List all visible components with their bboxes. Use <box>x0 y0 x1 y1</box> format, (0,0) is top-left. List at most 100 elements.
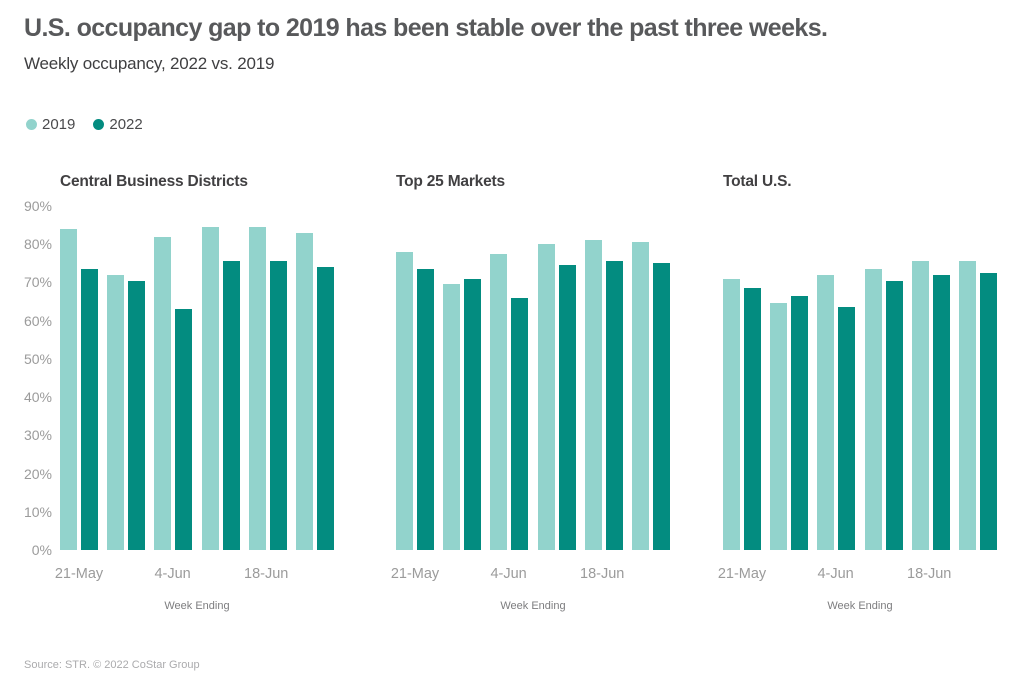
bar-2019 <box>396 251 413 550</box>
bar-2022 <box>791 295 809 550</box>
bar-2022 <box>838 307 856 550</box>
x-axis-title: Week Ending <box>500 600 566 612</box>
bar-group <box>443 206 482 550</box>
bar-2022 <box>558 265 576 550</box>
chart-panel-central-business-districts: Central Business Districts 90% 80% 70% 60% 5… <box>24 170 334 650</box>
bar-group <box>537 206 576 550</box>
legend-label-2019: 2019 <box>42 116 76 133</box>
panel-title: Total U.S. <box>723 173 792 190</box>
plot-area <box>723 206 997 550</box>
y-tick-label: 40% <box>23 389 52 406</box>
x-axis-title: Week Ending <box>164 600 230 612</box>
legend-swatch-2022-icon <box>93 119 105 130</box>
bar-2022 <box>652 263 670 550</box>
y-tick-label: 80% <box>23 236 52 253</box>
bar-2022 <box>175 309 193 550</box>
bar-group <box>248 206 287 550</box>
bar-group <box>107 206 146 550</box>
bar-2019 <box>911 261 929 550</box>
y-axis: 90% 80% 70% 60% 50% 40% 30% 20% 10% 0% <box>10 198 52 558</box>
x-tick-label: 18-Jun <box>244 566 289 582</box>
x-tick-label: 18-Jun <box>907 566 952 582</box>
bar-2022 <box>316 267 334 550</box>
x-tick-label: 18-Jun <box>580 566 625 582</box>
panel-title: Central Business Districts <box>60 173 248 190</box>
bar-2019 <box>201 227 219 550</box>
x-tick-label: 21-May <box>54 566 104 582</box>
bar-2019 <box>248 227 266 550</box>
bar-2022 <box>885 280 903 550</box>
y-tick-label: 50% <box>23 350 52 367</box>
x-tick-label: 21-May <box>717 566 767 582</box>
bar-2022 <box>511 297 529 550</box>
bar-2019 <box>60 228 77 550</box>
bar-group <box>490 206 529 550</box>
x-tick-label: 4-Jun <box>817 566 854 582</box>
bar-2022 <box>464 278 482 550</box>
bar-group <box>60 206 98 550</box>
legend-swatch-2019-icon <box>26 119 37 130</box>
x-tick-label: 4-Jun <box>154 566 191 582</box>
bar-group <box>584 206 623 550</box>
bar-2019 <box>817 274 835 550</box>
bar-2019 <box>490 253 508 550</box>
bar-2019 <box>864 269 882 550</box>
x-tick-label: 4-Jun <box>490 566 527 582</box>
bar-2019 <box>107 274 125 550</box>
plot-area <box>396 206 670 550</box>
bar-2019 <box>631 242 649 550</box>
y-tick-label: 10% <box>23 503 52 520</box>
bar-group <box>958 206 997 550</box>
y-tick-label: 0% <box>31 542 52 558</box>
bar-2019 <box>770 303 788 550</box>
y-tick-label: 90% <box>23 198 52 214</box>
bar-2022 <box>932 274 950 550</box>
bar-2019 <box>295 232 313 550</box>
legend-item-2019: 2019 <box>26 116 75 133</box>
legend-label-2022: 2022 <box>109 116 143 133</box>
chart-panel-total-us: Total U.S. 21-May 4-Jun 18-Jun Week Ending <box>718 170 997 650</box>
x-axis: 21-May 4-Jun 18-Jun <box>718 566 997 586</box>
bar-2022 <box>744 288 761 550</box>
legend-item-2022: 2022 <box>93 116 143 133</box>
bar-group <box>817 206 856 550</box>
x-tick-label: 21-May <box>390 566 440 582</box>
bar-2022 <box>222 261 240 550</box>
bar-2022 <box>269 261 287 550</box>
y-tick-label: 70% <box>23 274 52 291</box>
y-tick-label: 20% <box>23 465 52 482</box>
x-axis-title: Week Ending <box>827 600 893 612</box>
bar-group <box>201 206 240 550</box>
bar-2022 <box>81 269 98 550</box>
x-axis: 21-May 4-Jun 18-Jun <box>55 566 334 586</box>
bar-group <box>631 206 670 550</box>
bar-group <box>770 206 809 550</box>
bar-2019 <box>723 278 740 550</box>
bar-group <box>396 206 434 550</box>
panel-title: Top 25 Markets <box>396 173 505 190</box>
bar-2022 <box>128 280 146 550</box>
y-tick-label: 30% <box>23 427 52 444</box>
page-title: U.S. occupancy gap to 2019 has been stab… <box>24 14 828 42</box>
bar-group <box>154 206 193 550</box>
bar-group <box>295 206 334 550</box>
bar-2019 <box>584 240 602 550</box>
bar-group <box>723 206 761 550</box>
x-axis: 21-May 4-Jun 18-Jun <box>391 566 670 586</box>
bar-2022 <box>979 272 997 550</box>
chart-panel-top-25-markets: Top 25 Markets 21-May 4-Jun 18-Jun Week En… <box>391 170 670 650</box>
bar-2019 <box>958 261 976 550</box>
bar-2019 <box>537 244 555 550</box>
plot-area <box>60 206 334 550</box>
bar-group <box>864 206 903 550</box>
bar-group <box>911 206 950 550</box>
y-tick-label: 60% <box>23 312 52 329</box>
source-note: Source: STR. © 2022 CoStar Group <box>24 659 200 671</box>
bar-2019 <box>443 284 461 550</box>
bar-2019 <box>154 236 172 550</box>
bar-2022 <box>605 261 623 550</box>
legend: 2019 2022 <box>26 116 143 133</box>
bar-2022 <box>417 269 434 550</box>
page-subtitle: Weekly occupancy, 2022 vs. 2019 <box>24 54 275 73</box>
